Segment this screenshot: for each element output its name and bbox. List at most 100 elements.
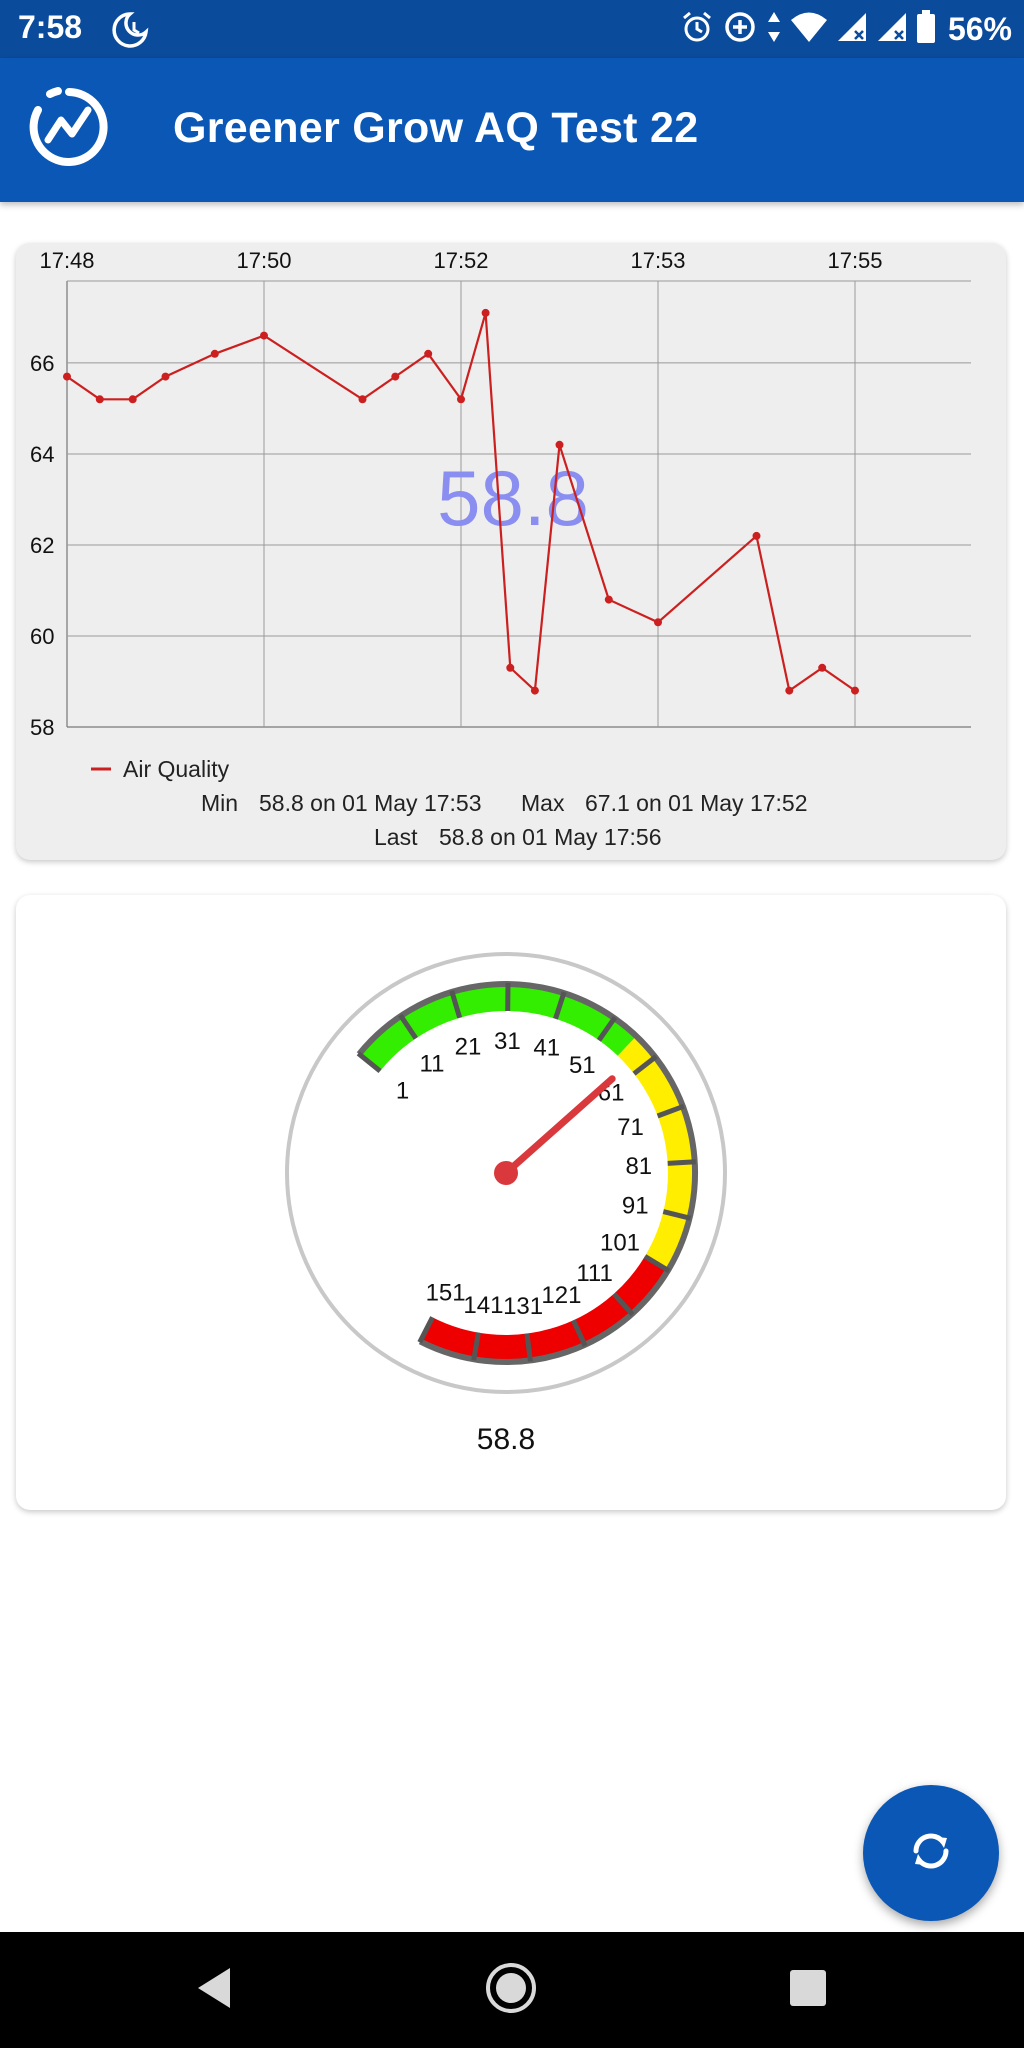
stats-last-label: Last (374, 824, 418, 850)
gauge-tick (553, 991, 567, 1020)
data-point[interactable] (530, 686, 539, 695)
gauge-tick (417, 1316, 435, 1344)
gauge-tick-label: 91 (622, 1193, 649, 1220)
y-tick-label: 60 (30, 624, 54, 649)
stats-max-value: 67.1 on 01 May 17:52 (585, 790, 808, 816)
x-tick-label: 17:52 (433, 248, 488, 273)
gauge-card: 1 11 21 31 41 51 61 71 81 91 101 111 121 131 141 151 58… (16, 895, 1006, 1510)
x-tick-label: 17:50 (236, 248, 291, 273)
battery-icon (916, 9, 936, 49)
y-tick-label: 66 (30, 351, 54, 376)
gauge-zone (359, 985, 636, 1072)
data-point[interactable] (63, 372, 71, 381)
data-point[interactable] (851, 686, 859, 695)
gauge-tick-label: 141 (463, 1292, 503, 1319)
data-arrows-icon (766, 10, 782, 49)
x-tick-label: 17:55 (827, 248, 882, 273)
air-quality-chart[interactable]: 17:48 17:50 17:52 17:53 17:55 58 60 62 64 66 58.8… (16, 243, 1006, 860)
gauge-zone (420, 1256, 668, 1361)
refresh-button[interactable] (863, 1785, 999, 1921)
status-icons: 56% (680, 8, 1012, 50)
gauge-tick-label: 111 (576, 1260, 612, 1287)
recents-square-icon (789, 1969, 827, 2012)
gauge-tick-label: 151 (426, 1280, 466, 1307)
gauge-tick (612, 1292, 635, 1317)
gauge-needle-hub (494, 1161, 518, 1185)
chart-current-value-overlay: 58.8 (437, 454, 589, 542)
data-point[interactable] (506, 663, 515, 672)
gauge-tick-label: 101 (600, 1230, 640, 1257)
app-title: Greener Grow AQ Test 22 (173, 104, 699, 152)
chart-card[interactable]: 17:48 17:50 17:52 17:53 17:55 58 60 62 64 66 58.8… (16, 243, 1006, 860)
trend-circle-logo-icon[interactable] (28, 86, 110, 173)
y-tick-label: 58 (30, 715, 54, 740)
gauge-tick (667, 1159, 696, 1166)
stats-last-value: 58.8 on 01 May 17:56 (439, 824, 662, 850)
data-point[interactable] (752, 531, 761, 540)
status-time: 7:58 (18, 9, 83, 45)
system-nav-bar (0, 1932, 1024, 2048)
gauge-tick (571, 1319, 588, 1347)
data-point[interactable] (128, 395, 137, 404)
gauge-tick (656, 1103, 685, 1119)
data-point[interactable] (481, 308, 490, 317)
data-point[interactable] (555, 440, 564, 449)
data-saver-icon (722, 9, 758, 50)
gauge-tick (524, 1333, 533, 1362)
do-not-disturb-moon-icon (110, 10, 150, 55)
nav-home-button[interactable] (451, 1932, 571, 2048)
stats-min-label: Min (201, 790, 238, 816)
data-point[interactable] (785, 686, 794, 695)
x-tick-label: 17:48 (39, 248, 94, 273)
alarm-icon (680, 10, 714, 49)
gauge-tick-label: 71 (617, 1114, 644, 1141)
refresh-icon (907, 1827, 955, 1880)
gauge-tick (643, 1254, 671, 1274)
y-tick-label: 62 (30, 533, 54, 558)
signal-icon (836, 11, 868, 48)
gauge-value-label: 58.8 (477, 1423, 535, 1456)
x-tick-label: 17:53 (630, 248, 685, 273)
signal-icon (876, 11, 908, 48)
data-point[interactable] (391, 372, 400, 381)
gauge-tick (662, 1209, 692, 1221)
gauge-scale-border (356, 981, 699, 1365)
gauge-tick-label: 121 (541, 1282, 581, 1309)
series-line-air-quality (66, 312, 856, 693)
status-bar: 7:58 56% (0, 0, 1024, 58)
gauge-tick-label: 31 (494, 1028, 521, 1055)
gauge-tick (398, 1013, 418, 1040)
y-tick-label: 64 (30, 442, 54, 467)
stats-max-label: Max (521, 790, 565, 816)
legend-series-name: Air Quality (123, 756, 230, 782)
stats-min-value: 58.8 on 01 May 17:53 (259, 790, 482, 816)
home-circle-icon (484, 1961, 538, 2020)
nav-recents-button[interactable] (748, 1932, 868, 2048)
wifi-icon (790, 11, 828, 48)
gauge-tick-label: 81 (625, 1153, 652, 1180)
gauge-tick (471, 1332, 481, 1361)
gauge-tick (596, 1015, 618, 1042)
gauge-tick-label: 41 (533, 1034, 560, 1061)
gauge-tick (356, 1051, 382, 1074)
gauge-needle (502, 1075, 616, 1177)
data-point[interactable] (818, 663, 827, 672)
gauge-tick-label: 51 (569, 1052, 596, 1079)
chart-stats: Min 58.8 on 01 May 17:53 Max 67.1 on 01 … (201, 790, 808, 850)
data-point[interactable] (358, 395, 367, 404)
back-triangle-icon (194, 1966, 234, 2015)
data-point[interactable] (210, 349, 219, 358)
data-point[interactable] (604, 595, 613, 604)
data-point[interactable] (457, 395, 465, 404)
data-point[interactable] (260, 331, 268, 340)
app-bar: Greener Grow AQ Test 22 (0, 58, 1024, 202)
nav-back-button[interactable] (154, 1932, 274, 2048)
data-point[interactable] (161, 372, 170, 381)
data-point[interactable] (424, 349, 433, 358)
gauge-tick-label: 1 (396, 1077, 409, 1104)
gauge-tick (449, 990, 463, 1019)
battery-percent: 56% (947, 10, 1012, 47)
data-point[interactable] (95, 395, 104, 404)
data-point[interactable] (654, 618, 662, 627)
